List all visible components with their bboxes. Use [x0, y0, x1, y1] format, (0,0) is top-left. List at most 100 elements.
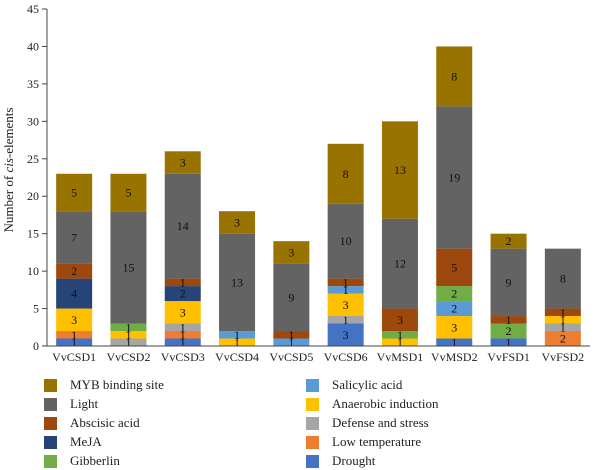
bar-segment-label: 1: [125, 320, 131, 334]
bar-segment-label: 1: [180, 275, 186, 289]
bar-segment: [219, 338, 256, 346]
bar-segment-label: 8: [451, 69, 457, 83]
bar-segment-label: 5: [125, 185, 131, 199]
legend-label: MeJA: [70, 434, 102, 449]
bar-segment-label: 3: [180, 305, 186, 319]
bar-segment-label: 3: [343, 298, 349, 312]
bar-segment: [219, 331, 256, 339]
bar-segment-label: 3: [451, 320, 457, 334]
bar-segment: [490, 316, 527, 324]
y-tick-label: 25: [27, 152, 39, 166]
bar-segment: [273, 338, 310, 346]
legend-item: Anaerobic induction: [306, 395, 439, 413]
bar-segment: [273, 331, 310, 339]
legend-item: Salicylic acid: [306, 376, 402, 394]
bar-segment-label: 2: [180, 287, 186, 301]
bar-segment: [381, 338, 418, 346]
legend-item: Drought: [306, 452, 375, 470]
x-axis: VvCSD1 VvCSD2 VvCSD3 VvCSD4 VvCSD5 VvCSD6 VvMS…: [47, 345, 590, 364]
x-category-label: VvCSD6: [324, 350, 368, 364]
bar-segment: [544, 308, 581, 317]
bar-segment-label: 1: [506, 313, 512, 327]
bar-segment-label: 15: [122, 260, 134, 274]
legend-label: Abscisic acid: [70, 415, 140, 430]
bar-segment: [327, 316, 364, 324]
y-tick-label: 30: [27, 114, 39, 128]
legend-label: Anaerobic induction: [332, 396, 439, 411]
legend-swatch: [306, 378, 319, 392]
x-category-label: VvMSD2: [431, 350, 478, 364]
bar-segment: [56, 331, 93, 339]
bar-segment: [164, 301, 201, 324]
x-category-label: VvCSD2: [106, 350, 150, 364]
legend-swatch: [306, 397, 319, 411]
bar-segment-label: 2: [71, 264, 77, 278]
legend-label: Salicylic acid: [332, 377, 403, 392]
bar-segment-label: 3: [397, 313, 403, 327]
bar-segment-label: 2: [506, 324, 512, 338]
bar-segment-label: 3: [71, 313, 77, 327]
bar-segment: [436, 316, 473, 339]
bar-segment-label: 1: [343, 275, 349, 289]
legend-item: MYB binding site: [44, 376, 164, 394]
bar-segment: [219, 211, 256, 234]
bar-segment: [436, 338, 473, 346]
legend-label: MYB binding site: [70, 377, 164, 392]
bar-segment-label: 1: [343, 283, 349, 297]
bar-segment: [544, 316, 581, 324]
y-tick-label: 0: [33, 339, 39, 353]
bar-segment-label: 7: [71, 230, 77, 244]
x-category-label: VvCSD1: [52, 350, 96, 364]
bar-segment-label: 1: [234, 335, 240, 349]
legend-label: Low temperature: [332, 434, 422, 449]
x-category-label: VvFSD1: [487, 350, 530, 364]
legend-label: Defense and stress: [332, 415, 429, 430]
bar-segment: [490, 248, 527, 317]
bar-segment-label: 1: [71, 328, 77, 342]
legend-item: Low temperature: [306, 433, 421, 451]
bar-segment: [164, 286, 201, 302]
bar-segment-label: 10: [340, 234, 352, 248]
bar-segment-label: 8: [560, 272, 566, 286]
bar-segment-label: 1: [451, 335, 457, 349]
bar-segment-label: 2: [451, 287, 457, 301]
bar-segment: [490, 323, 527, 339]
bar-segment: [56, 308, 93, 332]
bar-segment: [327, 293, 364, 317]
y-axis-label: Number of cis-elements: [1, 108, 16, 233]
bar-segment: [381, 121, 418, 219]
bar-segment-label: 14: [177, 219, 189, 233]
legend-swatch: [44, 378, 57, 392]
bar-segment-label: 1: [180, 320, 186, 334]
bar-segment-label: 1: [288, 328, 294, 342]
bar-segment: [273, 263, 310, 332]
bar-segment: [327, 286, 364, 294]
bar-segment: [327, 323, 364, 346]
bar-segment-label: 1: [343, 313, 349, 327]
bar-segment: [381, 331, 418, 339]
bar-segment-label: 1: [234, 328, 240, 342]
bar-segment: [164, 151, 201, 174]
bar-segment-label: 3: [343, 328, 349, 342]
y-tick-label: 5: [33, 302, 39, 316]
legend-item: Abscisic acid: [44, 414, 140, 432]
bar-segment: [327, 203, 364, 279]
legend-item: Defense and stress: [306, 414, 429, 432]
legend-label: Light: [70, 396, 99, 411]
bar-segment-label: 1: [125, 328, 131, 342]
bar-segment: [164, 331, 201, 339]
bar-segment: [327, 278, 364, 287]
bar-segment-label: 1: [397, 335, 403, 349]
bar-segment: [544, 331, 581, 346]
legend-swatch: [306, 435, 319, 449]
x-category-label: VvCSD3: [161, 350, 205, 364]
legend-item: Gibberlin: [44, 452, 120, 470]
bar-segment-label: 5: [451, 260, 457, 274]
bar-segment-label: 1: [560, 320, 566, 334]
bar-segment: [56, 211, 93, 264]
legend-item: Light: [44, 395, 98, 413]
bar-segment: [381, 218, 418, 309]
bar-segment-label: 1: [180, 328, 186, 342]
x-category-label: VvCSD5: [269, 350, 313, 364]
